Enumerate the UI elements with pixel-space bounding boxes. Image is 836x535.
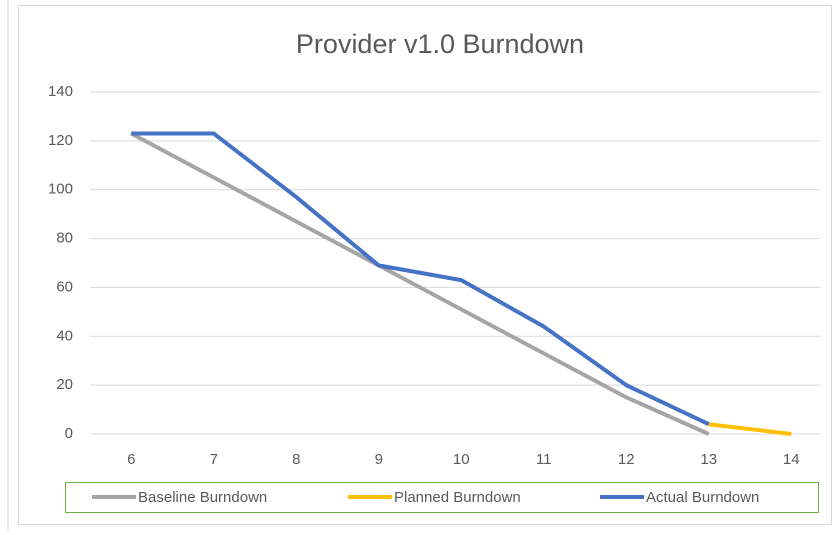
series-line [131,131,710,427]
legend-box [65,482,819,513]
x-tick-label: 11 [536,451,552,468]
x-tick-label: 12 [618,451,635,468]
chart-area [18,5,832,525]
x-tick-label: 10 [453,451,470,468]
y-tick-label: 40 [56,327,73,344]
legend-label: Planned Burndown [394,489,521,506]
y-tick-label: 140 [48,83,73,100]
y-tick-label: 0 [65,425,73,442]
y-tick-label: 80 [56,230,73,247]
legend-label: Actual Burndown [646,489,759,506]
y-tick-label: 100 [48,181,73,198]
y-tick-label: 20 [56,376,73,393]
x-tick-label: 13 [700,451,717,468]
x-tick-label: 7 [210,451,218,468]
y-tick-label: 120 [48,132,73,149]
legend-label: Baseline Burndown [138,489,267,506]
y-tick-label: 60 [56,278,73,295]
x-tick-label: 9 [375,451,383,468]
x-tick-label: 8 [292,451,300,468]
series-line [130,131,710,436]
series-line [708,422,792,436]
x-tick-label: 14 [783,451,800,468]
chart-title: Provider v1.0 Burndown [296,29,584,59]
x-tick-label: 6 [127,451,135,468]
